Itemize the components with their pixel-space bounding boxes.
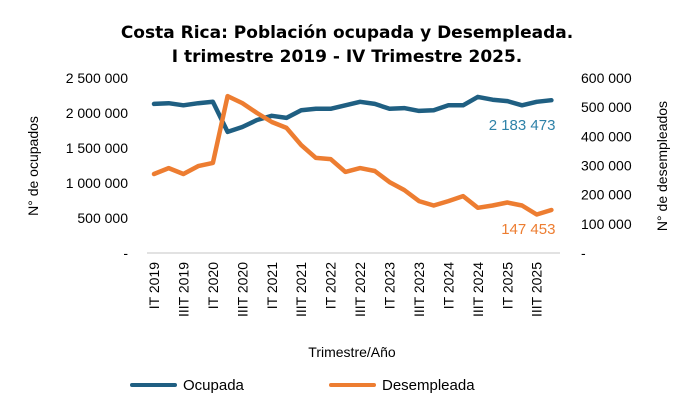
legend: Ocupada Desempleada bbox=[130, 377, 475, 394]
legend-label-desempleada: Desempleada bbox=[382, 377, 475, 394]
x-tick-label: IIIT 2022 bbox=[352, 262, 368, 317]
end-value-label-ocupada: 2 183 473 bbox=[489, 117, 556, 134]
x-axis-title: Trimestre/Año bbox=[308, 344, 396, 360]
left-tick-label: 2 000 000 bbox=[66, 105, 128, 121]
x-tick-label: IIIT 2023 bbox=[411, 262, 427, 317]
left-tick-label: 2 500 000 bbox=[66, 70, 128, 86]
x-tick-label: IIIT 2024 bbox=[470, 262, 486, 317]
right-tick-label: 600 000 bbox=[581, 70, 632, 86]
x-axis-ticks: IT 2019 IIIT 2019 IT 2020 IIIT 2020 IT 2021 I… bbox=[146, 262, 545, 317]
right-tick-label: 100 000 bbox=[581, 216, 632, 232]
x-tick-label: IIIT 2020 bbox=[234, 262, 250, 317]
chart-title: Costa Rica: Población ocupada y Desemple… bbox=[121, 23, 573, 67]
end-value-label-desempleada: 147 453 bbox=[501, 221, 555, 238]
left-tick-label: 1 000 000 bbox=[66, 175, 128, 191]
left-tick-label: 500 000 bbox=[77, 210, 128, 226]
right-tick-label: 400 000 bbox=[581, 128, 632, 144]
x-tick-label: IT 2019 bbox=[146, 262, 162, 309]
x-tick-label: IIIT 2025 bbox=[529, 262, 545, 317]
right-axis-ticks: - 100 000 200 000 300 000 400 000 500 000 600 … bbox=[581, 70, 632, 261]
left-tick-label: - bbox=[123, 245, 128, 261]
x-tick-label: IT 2024 bbox=[440, 262, 456, 309]
series-group: 2 183 473 147 453 bbox=[151, 93, 556, 238]
right-tick-label: 300 000 bbox=[581, 158, 632, 174]
x-tick-label: IT 2021 bbox=[264, 262, 280, 309]
x-tick-label: IIIT 2019 bbox=[175, 262, 191, 317]
left-tick-label: 1 500 000 bbox=[66, 140, 128, 156]
title-line-1: Costa Rica: Población ocupada y Desemple… bbox=[121, 23, 573, 43]
left-axis-ticks: - 500 000 1 000 000 1 500 000 2 000 000 2 500… bbox=[66, 70, 129, 261]
x-tick-label: IIIT 2021 bbox=[293, 262, 309, 317]
right-axis-title: N° de desempleados bbox=[654, 101, 670, 231]
series-line-ocupada bbox=[151, 94, 554, 135]
x-tick-label: IT 2023 bbox=[382, 262, 398, 309]
legend-label-ocupada: Ocupada bbox=[183, 377, 245, 394]
title-line-2: I trimestre 2019 - IV Trimestre 2025. bbox=[172, 47, 523, 67]
right-tick-label: - bbox=[581, 245, 586, 261]
x-tick-label: IT 2020 bbox=[205, 262, 221, 309]
x-tick-label: IT 2025 bbox=[499, 262, 515, 309]
right-tick-label: 500 000 bbox=[581, 99, 632, 115]
right-tick-label: 200 000 bbox=[581, 187, 632, 203]
left-axis-title: N° de ocupados bbox=[25, 116, 41, 216]
x-tick-label: IT 2022 bbox=[323, 262, 339, 309]
series-line-desempleada bbox=[151, 93, 554, 217]
